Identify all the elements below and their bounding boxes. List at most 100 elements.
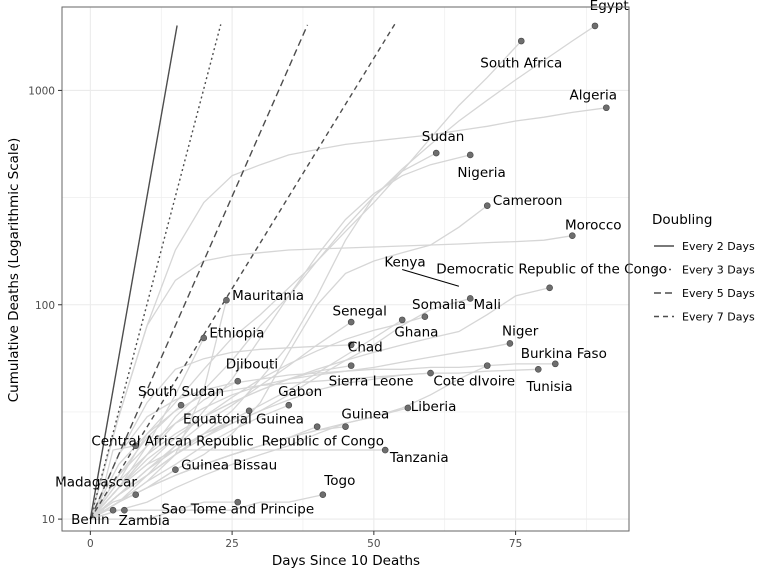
series-line-morocco xyxy=(89,235,573,520)
y-tick-label: 100 xyxy=(35,300,55,312)
endpoint-democratic-republic-of-the-congo xyxy=(546,284,553,292)
series-line-chad xyxy=(89,344,352,520)
legend-items: Every 2 Days Every 3 Days Every 5 Days Ever… xyxy=(654,240,755,324)
label-niger: Niger xyxy=(502,323,539,339)
reference-line-every-2-days xyxy=(89,25,178,520)
doubling-reference-lines xyxy=(89,23,396,520)
endpoint-zambia xyxy=(121,506,128,514)
series-line-cote-divoire xyxy=(89,372,431,520)
series-line-south-sudan xyxy=(89,404,182,520)
label-leader-lines xyxy=(402,269,460,287)
series-line-nigeria xyxy=(89,154,471,520)
label-burkina-faso: Burkina Faso xyxy=(521,346,607,362)
label-zambia: Zambia xyxy=(119,513,170,529)
label-benin: Benin xyxy=(71,512,109,528)
series-line-togo xyxy=(90,494,323,520)
x-tick-label: 0 xyxy=(87,538,94,550)
legend-label-every-7-days: Every 7 Days xyxy=(682,311,755,324)
label-kenya: Kenya xyxy=(384,254,425,270)
endpoint-morocco xyxy=(568,232,576,239)
endpoint-markers xyxy=(109,22,610,514)
label-tanzania: Tanzania xyxy=(389,450,449,466)
series-line-kenya xyxy=(90,365,488,520)
endpoint-guinea xyxy=(342,423,349,430)
label-mauritania: Mauritania xyxy=(232,288,304,304)
endpoint-tanzania xyxy=(381,446,389,454)
series-line-niger xyxy=(89,342,511,520)
label-senegal: Senegal xyxy=(333,304,387,320)
endpoint-egypt xyxy=(591,22,599,30)
reference-line-every-7-days xyxy=(89,23,396,520)
legend: Doubling Every 2 Days Every 3 Days Every 5… xyxy=(652,212,755,324)
label-somalia: Somalia xyxy=(412,297,466,313)
label-chad: Chad xyxy=(348,340,383,356)
label-cameroon: Cameroon xyxy=(493,193,562,209)
endpoint-sierra-leone xyxy=(347,362,355,369)
endpoint-madagascar xyxy=(132,491,140,498)
label-republic-of-congo: Republic of Congo xyxy=(262,434,384,450)
label-equatorial-guinea: Equatorial Guinea xyxy=(183,411,304,427)
reference-line-every-3-days xyxy=(89,24,222,520)
label-guinea-bissau: Guinea Bissau xyxy=(181,458,277,474)
plot-panel-border xyxy=(61,6,630,532)
series-line-democratic-republic-of-the-congo xyxy=(89,287,550,520)
endpoint-central-african-republic xyxy=(132,442,140,450)
label-madagascar: Madagascar xyxy=(55,474,137,490)
x-tick-label: 50 xyxy=(367,538,380,550)
series-line-tunisia xyxy=(89,368,539,520)
endpoint-algeria xyxy=(603,104,610,112)
endpoint-djibouti xyxy=(234,377,242,385)
leader-line-kenya xyxy=(402,269,460,287)
endpoint-liberia xyxy=(404,404,412,412)
endpoint-mauritania xyxy=(223,296,230,304)
endpoint-republic-of-congo xyxy=(313,423,321,430)
label-tunisia: Tunisia xyxy=(526,379,573,395)
y-tick-label: 1000 xyxy=(28,85,55,97)
endpoint-guinea-bissau xyxy=(172,466,179,474)
reference-line-every-5-days xyxy=(89,24,309,520)
label-democratic-republic-of-the-congo: Democratic Republic of the Congo xyxy=(436,261,667,277)
series-line-egypt xyxy=(89,25,596,520)
label-mali: Mali xyxy=(474,297,501,313)
series-line-algeria xyxy=(89,107,607,520)
legend-label-every-3-days: Every 3 Days xyxy=(682,264,755,277)
endpoint-senegal xyxy=(347,318,355,326)
label-liberia: Liberia xyxy=(411,399,457,415)
endpoint-chad xyxy=(347,341,355,349)
endpoint-niger xyxy=(506,340,514,347)
endpoint-equatorial-guinea xyxy=(245,407,253,415)
label-sao-tome-and-principe: Sao Tome and Principe xyxy=(161,502,314,518)
label-cote-divoire: Cote dIvoire xyxy=(433,374,515,390)
endpoint-cote-divoire xyxy=(427,369,434,377)
label-ethiopia: Ethiopia xyxy=(209,325,264,341)
grid xyxy=(62,7,629,531)
series-line-zambia xyxy=(89,509,125,520)
endpoint-sudan xyxy=(432,149,440,157)
legend-title: Doubling xyxy=(652,212,712,228)
series-line-burkina-faso xyxy=(89,363,556,520)
label-sudan: Sudan xyxy=(422,129,465,145)
endpoint-tunisia xyxy=(534,365,542,373)
label-central-african-republic: Central African Republic xyxy=(91,434,254,450)
endpoint-kenya xyxy=(483,362,491,369)
label-gabon: Gabon xyxy=(278,384,322,400)
label-guinea: Guinea xyxy=(341,406,389,422)
label-algeria: Algeria xyxy=(570,88,617,104)
legend-label-every-5-days: Every 5 Days xyxy=(682,287,755,300)
country-lines xyxy=(89,25,607,520)
label-togo: Togo xyxy=(323,473,355,489)
label-south-africa: South Africa xyxy=(480,55,562,71)
endpoint-south-sudan xyxy=(177,401,185,409)
label-sierra-leone: Sierra Leone xyxy=(329,374,414,390)
x-axis-title: Days Since 10 Deaths xyxy=(272,553,420,569)
endpoint-south-africa xyxy=(517,37,525,45)
endpoint-gabon xyxy=(285,401,293,409)
label-djibouti: Djibouti xyxy=(226,356,278,372)
endpoint-togo xyxy=(319,491,327,498)
x-tick-label: 75 xyxy=(509,538,522,550)
series-line-sierra-leone xyxy=(89,364,352,520)
label-nigeria: Nigeria xyxy=(457,165,505,181)
